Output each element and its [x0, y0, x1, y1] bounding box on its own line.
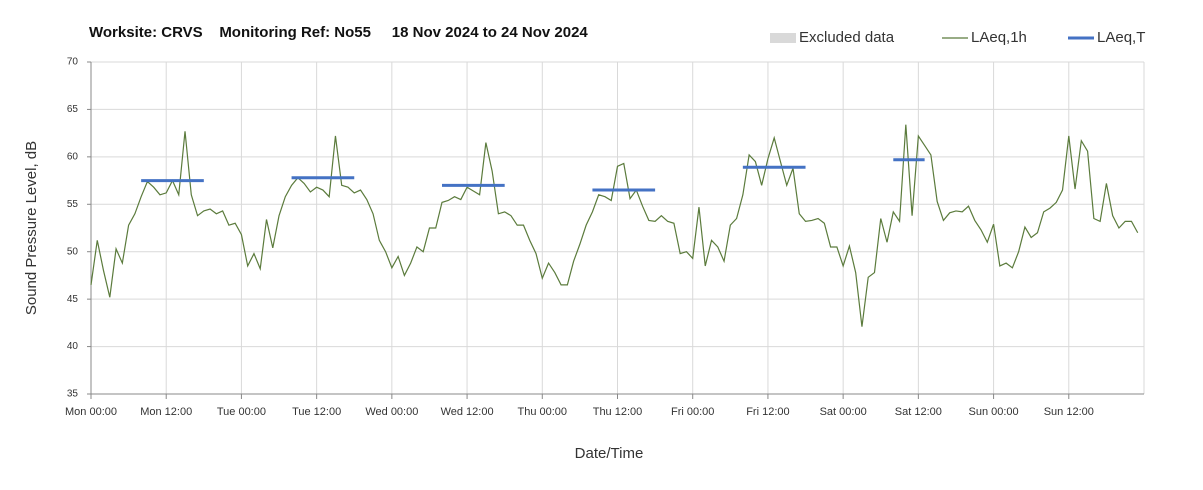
x-tick-label: Mon 00:00 — [65, 406, 117, 418]
x-tick-label: Tue 00:00 — [217, 406, 266, 418]
x-tick-label: Fri 00:00 — [671, 406, 714, 418]
y-tick-label: 70 — [67, 57, 79, 68]
x-tick-label: Wed 12:00 — [441, 406, 494, 418]
x-tick-label: Thu 12:00 — [593, 406, 643, 418]
legend-label: LAeq,1h — [971, 29, 1027, 46]
y-tick-label: 35 — [67, 389, 79, 400]
y-tick-label: 50 — [67, 246, 79, 257]
y-axis-title: Sound Pressure Level, dB — [23, 141, 40, 315]
x-tick-label: Sun 12:00 — [1044, 406, 1094, 418]
x-tick-label: Mon 12:00 — [140, 406, 192, 418]
x-tick-label: Fri 12:00 — [746, 406, 789, 418]
x-tick-label: Sat 12:00 — [895, 406, 942, 418]
x-tick-label: Sun 00:00 — [968, 406, 1018, 418]
x-tick-label: Wed 00:00 — [365, 406, 418, 418]
legend-swatch — [770, 33, 796, 43]
x-tick-label: Sat 00:00 — [820, 406, 867, 418]
y-tick-label: 55 — [67, 199, 79, 210]
legend-label: LAeq,T — [1097, 29, 1145, 46]
y-tick-label: 60 — [67, 151, 79, 162]
chart-title: Worksite: CRVS Monitoring Ref: No55 18 N… — [89, 24, 588, 41]
x-axis-title: Date/Time — [575, 445, 644, 462]
x-tick-label: Thu 00:00 — [518, 406, 568, 418]
y-tick-label: 65 — [67, 104, 79, 115]
y-tick-label: 40 — [67, 341, 79, 352]
laeq-1h-line — [90, 124, 1139, 327]
legend-label: Excluded data — [799, 29, 895, 46]
x-tick-label: Tue 12:00 — [292, 406, 341, 418]
y-tick-label: 45 — [67, 294, 79, 305]
